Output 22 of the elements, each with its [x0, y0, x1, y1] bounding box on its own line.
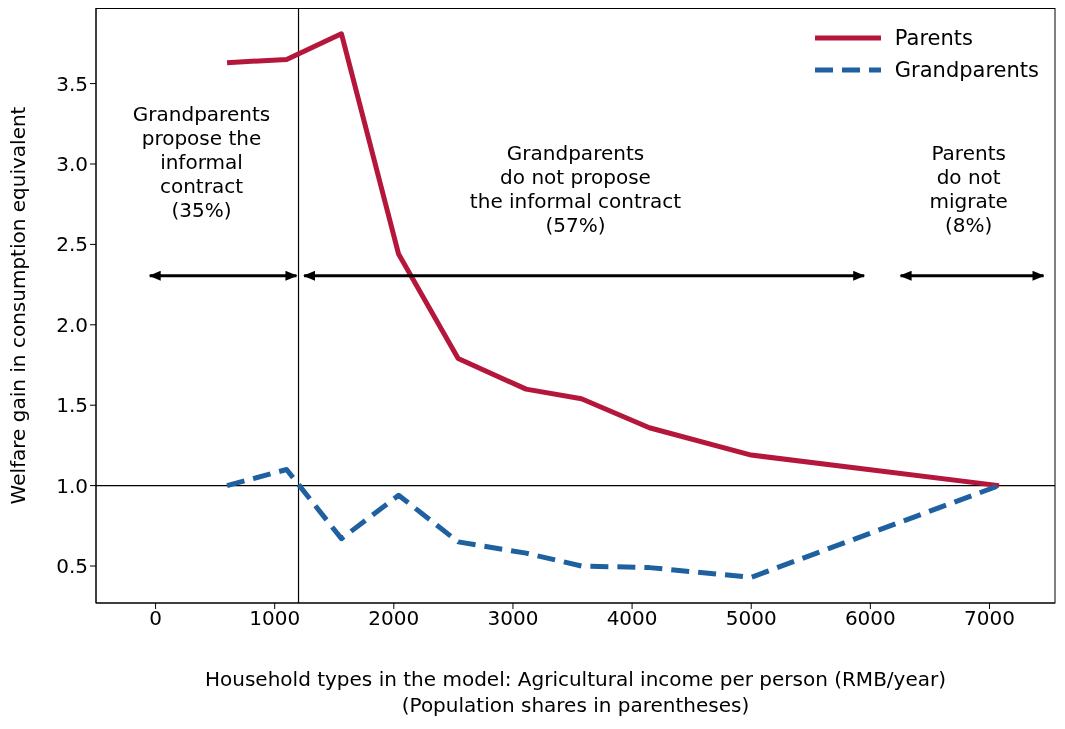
x-tick-label: 0: [149, 606, 162, 631]
y-tick-label: 2.0: [56, 312, 88, 337]
y-tick-label: 3.5: [56, 71, 88, 96]
x-tick-label: 2000: [368, 606, 420, 631]
x-tick-label: 5000: [725, 606, 777, 631]
y-axis-title: Welfare gain in consumption equivalent: [6, 106, 31, 505]
annotation: Grandparents propose the informal contract (35%): [132, 102, 271, 223]
annotation: Parents do not migrate (8%): [929, 140, 1008, 237]
x-tick-label: 4000: [606, 606, 658, 631]
annotation: Grandparents do not propose the informal contract (57%): [469, 140, 682, 237]
x-axis-title: Household types in the model: Agricultural income per person (RMB/year) (Population shares in parentheses): [204, 666, 947, 718]
y-tick-label: 3.0: [56, 152, 88, 177]
legend-label: Grandparents: [894, 58, 1039, 82]
x-tick-label: 6000: [844, 606, 896, 631]
x-tick-label: 7000: [964, 606, 1015, 631]
y-tick-label: 1.5: [56, 393, 88, 418]
x-tick-label: 1000: [249, 606, 301, 631]
y-tick-label: 2.5: [56, 232, 88, 257]
legend-label: Parents: [894, 26, 973, 50]
y-tick-label: 0.5: [56, 554, 88, 579]
y-tick-label: 1.0: [56, 473, 88, 498]
x-tick-label: 3000: [487, 606, 539, 631]
